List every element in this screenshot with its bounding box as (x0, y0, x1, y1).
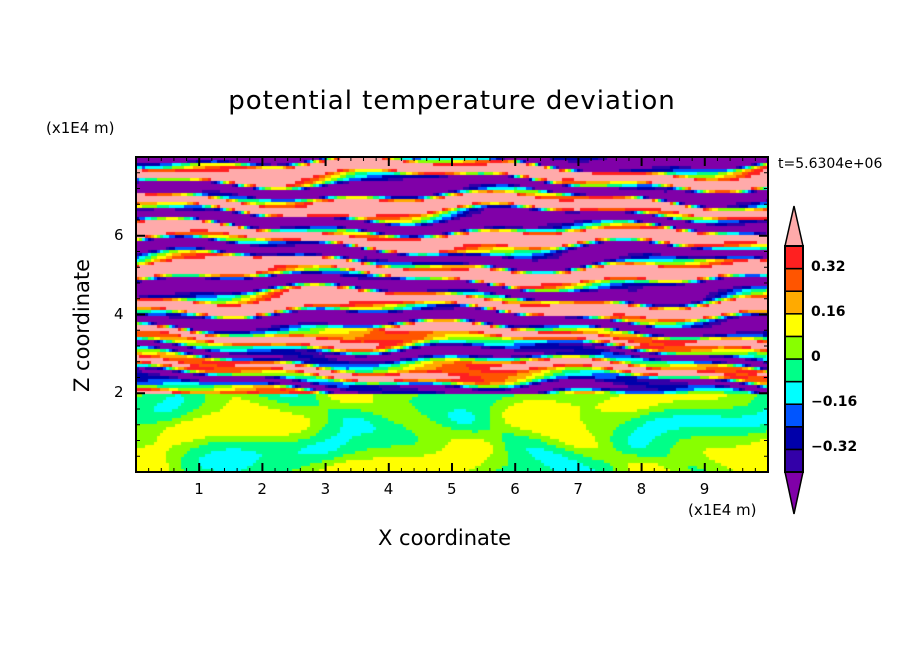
colorbar-box (784, 380, 804, 405)
colorbar-box (784, 448, 804, 473)
x-tick-label: 4 (383, 480, 394, 498)
y-tick-label: 4 (114, 304, 124, 323)
x-tick-label: 2 (257, 480, 267, 498)
y-unit-label: (x1E4 m) (46, 119, 115, 137)
colorbar-box (784, 245, 804, 270)
colorbar-tick-label: 0 (811, 349, 821, 365)
colorbar-box (784, 358, 804, 383)
colorbar-box (784, 403, 804, 428)
time-label: t=5.6304e+06 (778, 156, 883, 172)
colorbar-box (784, 290, 804, 315)
colorbar-box (784, 267, 804, 292)
colorbar-box (784, 335, 804, 360)
colorbar-tick-label: 0.16 (811, 303, 846, 320)
x-tick-label: 5 (447, 480, 457, 498)
colorbar-extend-low (784, 471, 804, 515)
x-tick-label: 7 (573, 480, 583, 498)
colorbar-frame (784, 245, 804, 473)
y-tick-label: 6 (114, 225, 124, 244)
colorbar-extend-high (784, 205, 804, 247)
x-tick-label: 8 (636, 480, 647, 498)
x-unit-label: (x1E4 m) (688, 501, 757, 519)
colorbar-box (784, 426, 804, 451)
plot-frame (135, 156, 769, 473)
contour-field (136, 157, 768, 472)
x-tick-label: 9 (699, 480, 710, 498)
x-axis-label: X coordinate (378, 526, 512, 550)
x-tick-label: 6 (510, 480, 520, 498)
colorbar-tick-label: −0.16 (811, 394, 858, 411)
x-tick-label: 3 (320, 480, 331, 498)
colorbar-tick-label: 0.32 (811, 258, 846, 275)
y-tick-label: 2 (114, 383, 124, 402)
chart-title: potential temperature deviation (228, 86, 676, 116)
colorbar-box (784, 313, 804, 338)
colorbar-tick-label: −0.32 (811, 439, 858, 456)
x-tick-label: 1 (194, 480, 204, 498)
